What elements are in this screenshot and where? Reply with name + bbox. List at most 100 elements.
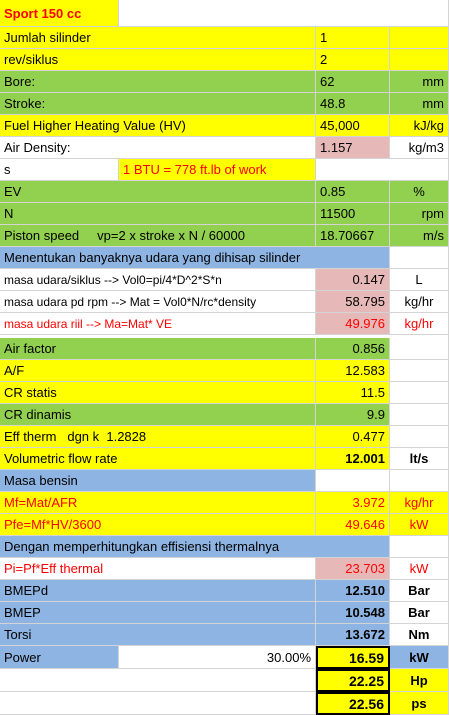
- label-cell[interactable]: EV: [0, 181, 316, 203]
- empty-cell[interactable]: [390, 247, 449, 269]
- value-cell[interactable]: 1.157: [316, 137, 390, 159]
- label-cell[interactable]: Mf=Mat/AFR: [0, 492, 316, 514]
- value-cell[interactable]: 12.001: [316, 448, 390, 470]
- label-cell[interactable]: CR statis: [0, 382, 316, 404]
- label-cell[interactable]: Torsi: [0, 624, 316, 646]
- unit-cell[interactable]: Bar: [390, 580, 449, 602]
- unit-cell[interactable]: kW: [390, 646, 449, 669]
- label-cell[interactable]: Eff therm dgn k 1.2828: [0, 426, 316, 448]
- btu-note-cell[interactable]: 1 BTU = 778 ft.lb of work: [119, 159, 316, 181]
- label-cell[interactable]: masa udara pd rpm --> Mat = Vol0*N/rc*de…: [0, 291, 316, 313]
- value-cell[interactable]: 3.972: [316, 492, 390, 514]
- value-cell[interactable]: 2: [316, 49, 390, 71]
- label-cell[interactable]: Piston speed vp=2 x stroke x N / 60000: [0, 225, 316, 247]
- label-cell[interactable]: Fuel Higher Heating Value (HV): [0, 115, 316, 137]
- label-cell[interactable]: N: [0, 203, 316, 225]
- value-cell[interactable]: 10.548: [316, 602, 390, 624]
- unit-cell[interactable]: kW: [390, 558, 449, 580]
- unit-cell[interactable]: mm: [390, 71, 449, 93]
- value-cell[interactable]: 58.795: [316, 291, 390, 313]
- label-cell[interactable]: Jumlah silinder: [0, 27, 316, 49]
- empty-cell[interactable]: [390, 470, 449, 492]
- label-cell[interactable]: Air Density:: [0, 137, 316, 159]
- section-header[interactable]: Masa bensin: [0, 470, 316, 492]
- unit-cell[interactable]: %: [390, 181, 449, 203]
- label-cell[interactable]: Air factor: [0, 338, 316, 360]
- section-header[interactable]: Dengan memperhitungkan effisiensi therma…: [0, 536, 390, 558]
- unit-cell[interactable]: ps: [390, 692, 449, 715]
- value-cell[interactable]: 11.5: [316, 382, 390, 404]
- row-title: Sport 150 cc: [0, 0, 449, 27]
- power-hp-value[interactable]: 22.25: [316, 669, 390, 692]
- empty-cell[interactable]: [316, 159, 449, 181]
- label-cell[interactable]: CR dinamis: [0, 404, 316, 426]
- power-kw-value[interactable]: 16.59: [316, 646, 390, 669]
- empty-cell[interactable]: [390, 360, 449, 382]
- label-cell[interactable]: rev/siklus: [0, 49, 316, 71]
- unit-cell[interactable]: kg/hr: [390, 492, 449, 514]
- value-cell[interactable]: 18.70667: [316, 225, 390, 247]
- value-cell[interactable]: 12.510: [316, 580, 390, 602]
- unit-cell[interactable]: kg/hr: [390, 313, 449, 335]
- empty-cell[interactable]: [0, 669, 316, 692]
- value-cell[interactable]: 49.646: [316, 514, 390, 536]
- row-air-density: Air Density: 1.157 kg/m3: [0, 137, 449, 159]
- value-cell[interactable]: 23.703: [316, 558, 390, 580]
- value-cell[interactable]: 9.9: [316, 404, 390, 426]
- unit-cell[interactable]: kg/m3: [390, 137, 449, 159]
- label-cell[interactable]: Stroke:: [0, 93, 316, 115]
- label-cell[interactable]: Volumetric flow rate: [0, 448, 316, 470]
- unit-cell[interactable]: Nm: [390, 624, 449, 646]
- power-ps-value[interactable]: 22.56: [316, 692, 390, 715]
- empty-cell[interactable]: [390, 338, 449, 360]
- unit-cell[interactable]: [390, 27, 449, 49]
- value-cell[interactable]: 45,000: [316, 115, 390, 137]
- unit-cell[interactable]: mm: [390, 93, 449, 115]
- row-masa-bensin: Masa bensin: [0, 470, 449, 492]
- value-cell[interactable]: 62: [316, 71, 390, 93]
- label-cell[interactable]: BMEP: [0, 602, 316, 624]
- value-cell[interactable]: 1: [316, 27, 390, 49]
- label-cell[interactable]: masa udara/siklus --> Vol0=pi/4*D^2*S*n: [0, 269, 316, 291]
- value-cell[interactable]: 12.583: [316, 360, 390, 382]
- value-cell[interactable]: 0.147: [316, 269, 390, 291]
- value-cell[interactable]: 0.477: [316, 426, 390, 448]
- title-cell[interactable]: Sport 150 cc: [0, 0, 119, 27]
- unit-cell[interactable]: Bar: [390, 602, 449, 624]
- empty-cell[interactable]: [390, 536, 449, 558]
- unit-cell[interactable]: rpm: [390, 203, 449, 225]
- pct-cell[interactable]: 30.00%: [119, 646, 316, 669]
- unit-cell[interactable]: L: [390, 269, 449, 291]
- empty-cell[interactable]: [390, 382, 449, 404]
- empty-cell[interactable]: [390, 404, 449, 426]
- unit-cell[interactable]: kJ/kg: [390, 115, 449, 137]
- unit-cell[interactable]: kW: [390, 514, 449, 536]
- empty-cell[interactable]: [390, 426, 449, 448]
- row-mf: Mf=Mat/AFR 3.972 kg/hr: [0, 492, 449, 514]
- value-cell[interactable]: 0.85: [316, 181, 390, 203]
- unit-cell[interactable]: Hp: [390, 669, 449, 692]
- value-cell[interactable]: 48.8: [316, 93, 390, 115]
- edge-cell[interactable]: s: [0, 159, 119, 181]
- value-cell[interactable]: 11500: [316, 203, 390, 225]
- label-cell[interactable]: Pfe=Mf*HV/3600: [0, 514, 316, 536]
- section-header[interactable]: Menentukan banyaknya udara yang dihisap …: [0, 247, 390, 269]
- unit-cell[interactable]: [390, 49, 449, 71]
- label-cell[interactable]: BMEPd: [0, 580, 316, 602]
- label-cell[interactable]: Power: [0, 646, 119, 669]
- row-masa-udara-siklus: masa udara/siklus --> Vol0=pi/4*D^2*S*n …: [0, 269, 449, 291]
- empty-cell[interactable]: [119, 0, 449, 27]
- unit-cell[interactable]: m/s: [390, 225, 449, 247]
- label-cell[interactable]: Pi=Pf*Eff thermal: [0, 558, 316, 580]
- value-cell[interactable]: 13.672: [316, 624, 390, 646]
- label-cell[interactable]: Bore:: [0, 71, 316, 93]
- value-cell[interactable]: 0.856: [316, 338, 390, 360]
- unit-cell[interactable]: lt/s: [390, 448, 449, 470]
- unit-cell[interactable]: kg/hr: [390, 291, 449, 313]
- label-cell[interactable]: masa udara riil --> Ma=Mat* VE: [0, 313, 316, 335]
- empty-cell[interactable]: [316, 470, 390, 492]
- label-cell[interactable]: A/F: [0, 360, 316, 382]
- empty-cell[interactable]: [0, 692, 316, 715]
- value-cell[interactable]: 49.976: [316, 313, 390, 335]
- row-stroke: Stroke: 48.8 mm: [0, 93, 449, 115]
